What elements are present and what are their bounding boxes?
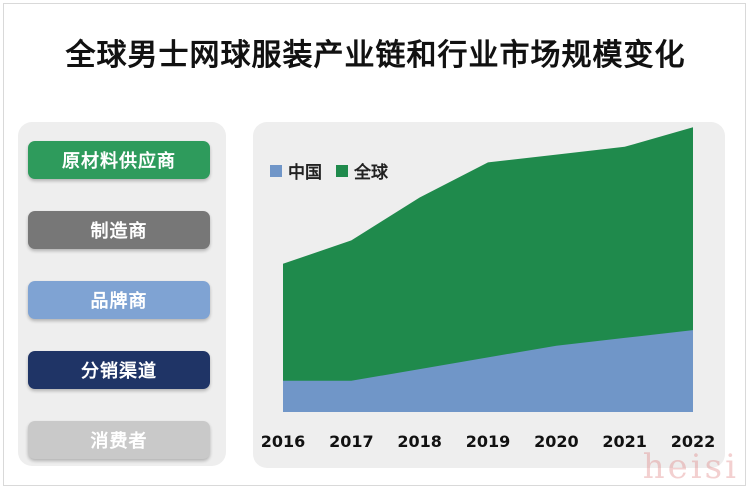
x-tick-label: 2021 [602,432,647,451]
legend-label-global: 全球 [354,163,388,183]
legend-swatch-china [270,164,282,177]
x-tick-label: 2017 [329,432,374,451]
legend-item-china: 中国 [270,158,322,183]
x-tick-label: 2022 [671,432,716,451]
watermark: heisi [642,447,739,487]
chart-legend: 中国 全球 [270,158,388,183]
x-tick-label: 2019 [466,432,511,451]
x-tick-label: 2016 [261,432,306,451]
chain-item-3: 品牌商 [28,281,210,319]
chain-item-5: 消费者 [28,421,210,459]
chain-item-1: 原材料供应商 [28,141,210,179]
page-title: 全球男士网球服装产业链和行业市场规模变化 [65,38,686,73]
chain-item-2: 制造商 [28,211,210,249]
legend-label-china: 中国 [288,163,322,183]
legend-swatch-global [336,164,348,177]
legend-item-global: 全球 [336,158,388,183]
chain-item-4: 分销渠道 [28,351,210,389]
area-series-global [283,127,693,413]
x-tick-label: 2018 [397,432,442,451]
x-tick-label: 2020 [534,432,579,451]
area-series-china [283,330,693,412]
outer-frame [3,3,746,486]
